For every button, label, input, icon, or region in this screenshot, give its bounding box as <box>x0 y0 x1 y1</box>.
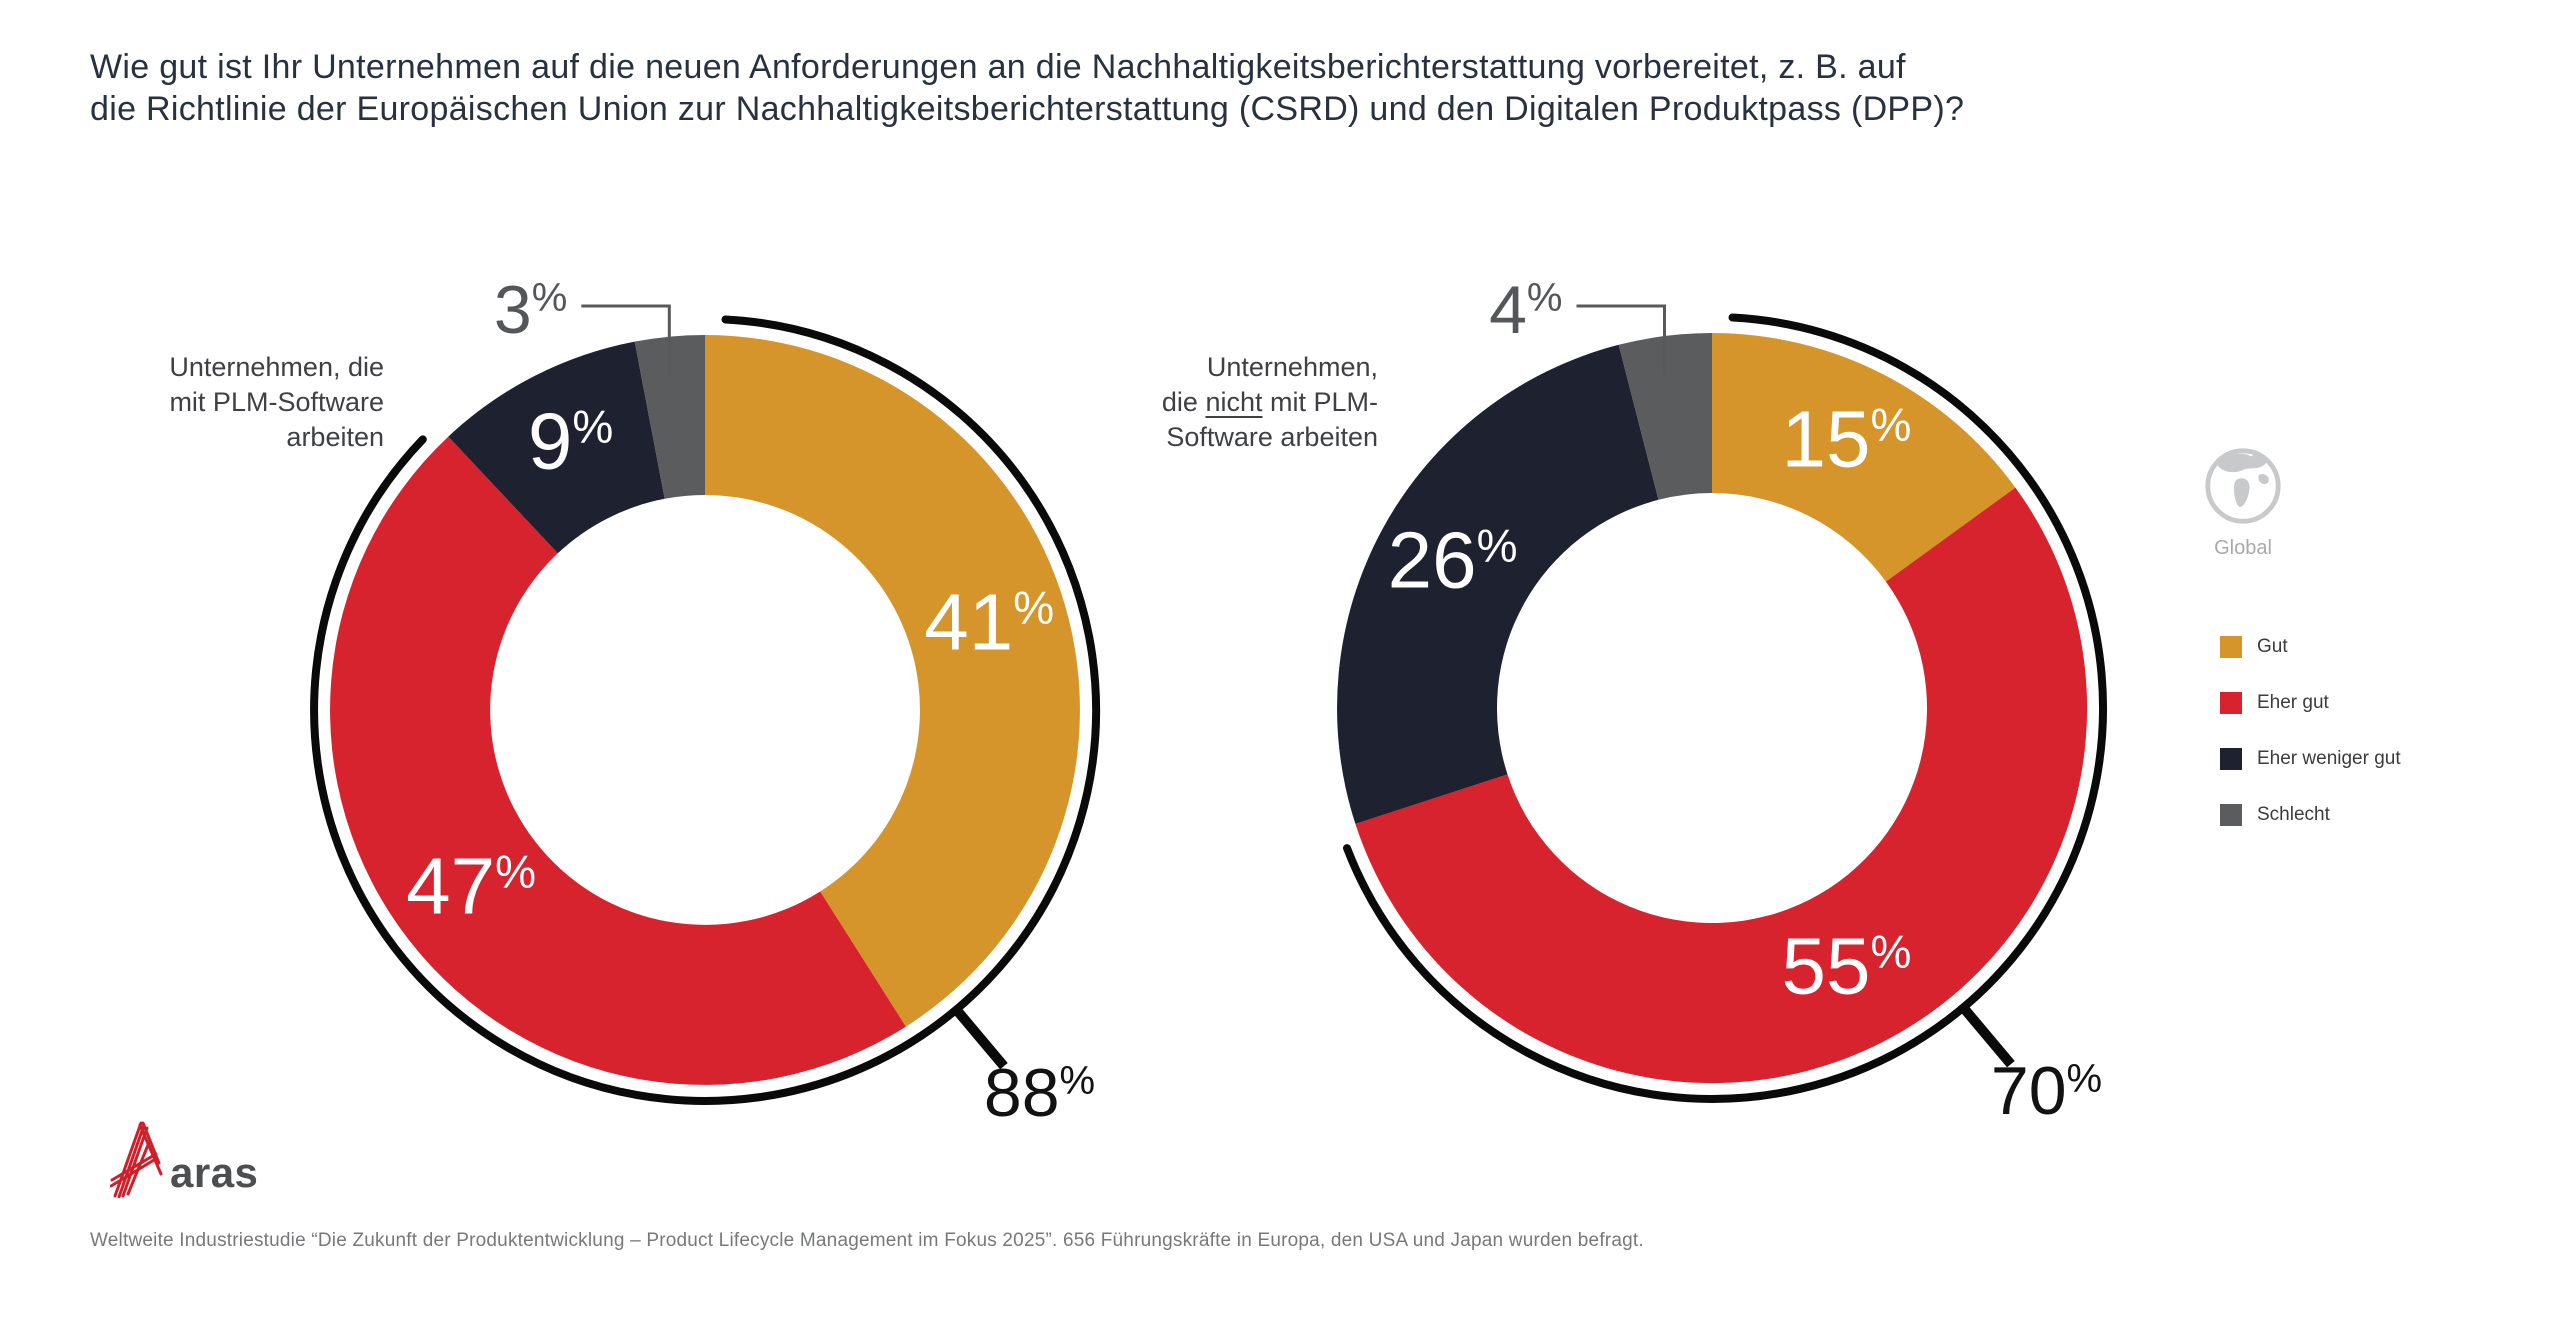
legend-label: Gut <box>2257 636 2288 657</box>
legend-item-schlecht: Schlecht <box>2220 804 2401 826</box>
legend-swatch <box>2220 636 2242 658</box>
donut-segment-schlecht <box>634 334 705 499</box>
donut-segment-eher-weniger-gut <box>448 341 665 554</box>
global-label: Global <box>2214 537 2272 559</box>
donut-segment-eher-weniger-gut <box>1337 344 1659 824</box>
group-label-line: Unternehmen, die <box>84 350 384 385</box>
group-label-line: arbeiten <box>84 420 384 455</box>
group-label-line: Unternehmen, <box>1060 350 1378 385</box>
aras-logo-mark-icon <box>110 1121 163 1198</box>
globe-icon <box>2205 448 2281 524</box>
donut-segment-schlecht <box>1618 333 1712 500</box>
aras-logo: aras <box>110 1118 258 1198</box>
callout-value-label: 3% <box>494 272 567 348</box>
highlight-arc <box>1343 313 2108 1103</box>
legend-item-eher-gut: Eher gut <box>2220 692 2401 714</box>
group-label-text: mit PLM-Software <box>169 387 384 417</box>
donut-segment-eher-gut <box>330 436 906 1085</box>
highlight-value-label: 88% <box>984 1055 1095 1131</box>
group-label-text: Unternehmen, <box>1206 352 1378 382</box>
group-label-text: mit PLM- <box>1262 387 1378 417</box>
group-label-line: Software arbeiten <box>1060 420 1378 455</box>
legend-swatch <box>2220 804 2242 826</box>
callout-line <box>1576 304 1666 375</box>
group-label-text: arbeiten <box>286 422 384 452</box>
highlight-leader-line <box>953 1007 1008 1070</box>
highlight-leader-line <box>1960 1005 2015 1068</box>
donut-segment-gut <box>705 335 1080 1027</box>
donut-segment-eher-gut <box>1355 487 2088 1084</box>
highlight-value-label: 70% <box>1991 1053 2102 1129</box>
legend-label: Eher gut <box>2257 692 2329 713</box>
legend-swatch <box>2220 692 2242 714</box>
chart-group-label-with-plm: Unternehmen, die mit PLM-Software arbeiten <box>84 350 384 455</box>
legend-item-eher-weniger-gut: Eher weniger gut <box>2220 748 2401 770</box>
footnote: Weltweite Industriestudie “Die Zukunft d… <box>90 1230 1644 1251</box>
callout-line <box>581 304 671 377</box>
group-label-text: Unternehmen, die <box>169 352 384 382</box>
global-badge: Global <box>2198 446 2288 560</box>
page-title-line-1: Wie gut ist Ihr Unternehmen auf die neue… <box>90 48 1906 86</box>
legend-item-gut: Gut <box>2220 636 2401 658</box>
segment-value-label-gut: 15% <box>1781 394 1911 483</box>
legend-label: Schlecht <box>2257 804 2330 825</box>
highlight-arc <box>310 315 1101 1105</box>
callout-value-label: 4% <box>1489 272 1562 348</box>
legend: Gut Eher gut Eher weniger gut Schlecht <box>2220 636 2401 860</box>
legend-label: Eher weniger gut <box>2257 748 2401 769</box>
segment-value-label-eher-gut: 47% <box>406 841 536 930</box>
segment-value-label-eher-weniger-gut: 26% <box>1388 515 1518 604</box>
segment-value-label-gut: 41% <box>924 577 1054 666</box>
group-label-text: Software arbeiten <box>1166 422 1378 452</box>
aras-logo-text: aras <box>170 1149 259 1196</box>
donut-segment-gut <box>1712 333 2016 582</box>
group-label-line: mit PLM-Software <box>84 385 384 420</box>
segment-value-label-eher-weniger-gut: 9% <box>528 396 613 485</box>
page-title-line-2: die Richtlinie der Europäischen Union zu… <box>90 90 1965 128</box>
chart-group-label-without-plm: Unternehmen, die nicht mit PLM- Software a… <box>1060 350 1378 455</box>
legend-swatch <box>2220 748 2242 770</box>
group-label-emphasis: nicht <box>1205 387 1263 417</box>
group-label-line: die nicht mit PLM- <box>1060 385 1378 420</box>
group-label-text: die <box>1161 387 1206 417</box>
segment-value-label-eher-gut: 55% <box>1781 922 1911 1011</box>
